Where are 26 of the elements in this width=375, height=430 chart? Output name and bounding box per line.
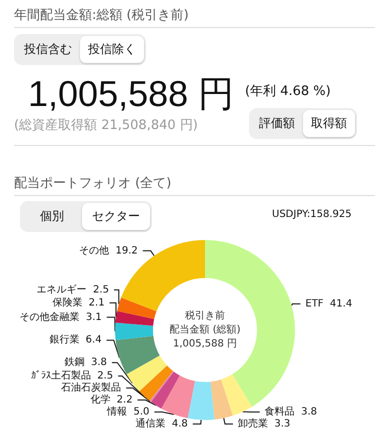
slice-label: 石油石炭製品 xyxy=(61,382,122,394)
segmented-control: 個別 セクター xyxy=(20,201,152,232)
text: 配当金額 (総額) xyxy=(170,324,241,336)
slice-label: その他 19.2 xyxy=(79,244,138,256)
slice-label: ETF 41.4 xyxy=(305,298,352,310)
slice-label: 通信業 4.8 xyxy=(136,418,188,430)
text: 1,005,588 円 xyxy=(28,72,234,116)
slice-label: 銀行業 6.4 xyxy=(49,334,102,346)
segmented-control: 評価額 取得額 xyxy=(249,108,357,139)
text: 税引き前 xyxy=(185,310,225,322)
slice-label: 鉄鋼 3.8 xyxy=(64,356,107,368)
slice-label: 化学 2.2 xyxy=(90,394,133,406)
text: 年間配当金額:総額 (税引き前) xyxy=(14,7,189,24)
chart-title: 配当ポートフォリオ (全て) xyxy=(14,175,172,192)
slice-label: ｶﾞﾗｽ土石製品 2.5 xyxy=(30,370,114,382)
slice-label: 保険業 2.1 xyxy=(52,296,105,308)
text: (総資産取得額 21,508,840 円) xyxy=(14,117,198,134)
text: USDJPY:158.925 xyxy=(272,209,352,220)
slice-label: エネルギー 2.5 xyxy=(36,283,109,296)
slice-label: 情報 5.0 xyxy=(106,406,150,418)
segmented-control: 投信含む 投信除く xyxy=(14,34,146,65)
slice-label: その他金融業 3.1 xyxy=(20,310,102,323)
slice-label: 食料品 3.8 xyxy=(264,406,318,418)
slice-label: 卸売業 3.3 xyxy=(238,418,290,430)
text: 1,005,588 円 xyxy=(172,338,238,350)
text: (年利 4.68 %) xyxy=(245,83,331,100)
